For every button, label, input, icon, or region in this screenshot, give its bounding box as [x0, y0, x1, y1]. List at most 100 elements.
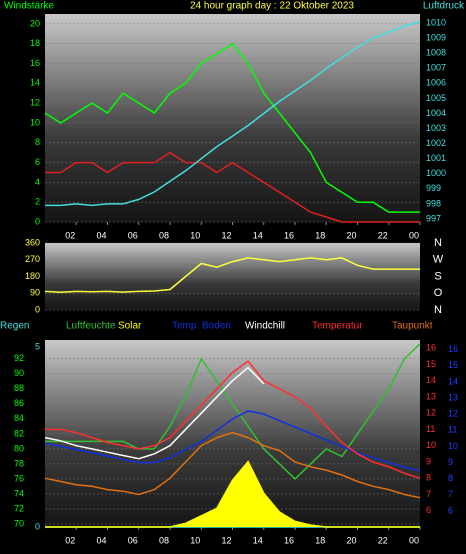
- y-tick-label: 70: [14, 518, 24, 528]
- legend-label: Taupunkt: [392, 321, 433, 332]
- x-tick-label: 22: [378, 230, 388, 240]
- series-line: [44, 410, 421, 472]
- y-tick-label: 1010: [426, 17, 446, 27]
- y-tick-label: 12: [426, 408, 436, 418]
- y-tick-label: 13: [426, 391, 436, 401]
- y-tick-label: 360: [25, 237, 40, 247]
- y-tick-label: 6: [426, 505, 431, 515]
- x-tick-label: 00: [409, 535, 419, 545]
- y-tick-label: 20: [30, 18, 40, 28]
- y-tick-label: 6: [448, 505, 453, 515]
- compass-label: S: [434, 270, 441, 282]
- y-tick-label: 1000: [426, 168, 446, 178]
- y-tick-label: 5: [35, 342, 40, 352]
- y-tick-label: 92: [14, 353, 24, 363]
- y-tick-label: 82: [14, 428, 24, 438]
- y-tick-label: 4: [35, 177, 40, 187]
- y-tick-label: 997: [426, 213, 441, 223]
- x-tick-label: 16: [284, 535, 294, 545]
- y-tick-label: 1001: [426, 153, 446, 163]
- x-tick-label: 14: [253, 230, 263, 240]
- y-tick-label: 13: [448, 392, 458, 402]
- y-tick-label: 10: [448, 441, 458, 451]
- chart-title: 24 hour graph day : 22 Oktober 2023: [190, 1, 354, 12]
- y-tick-label: 14: [448, 376, 458, 386]
- y-tick-label: 88: [14, 383, 24, 393]
- y-tick-label: 7: [426, 489, 431, 499]
- x-tick-label: 14: [253, 535, 263, 545]
- y-tick-label: 8: [426, 473, 431, 483]
- y-tick-label: 90: [14, 368, 24, 378]
- x-tick-label: 12: [221, 535, 231, 545]
- y-tick-label: 76: [14, 473, 24, 483]
- y-tick-label: 12: [448, 409, 458, 419]
- y-tick-label: 180: [25, 271, 40, 281]
- y-tick-label: 11: [448, 425, 457, 435]
- y-tick-label: 9: [448, 457, 453, 467]
- series-line: [44, 431, 421, 499]
- y-tick-label: 14: [426, 375, 436, 385]
- y-tick-label: 10: [426, 440, 436, 450]
- x-tick-label: 16: [284, 230, 294, 240]
- y-tick-label: 8: [35, 137, 40, 147]
- x-tick-label: 06: [128, 230, 138, 240]
- legend-label: Temperatur: [312, 321, 363, 332]
- series-line: [45, 151, 420, 223]
- x-tick-label: 12: [221, 230, 231, 240]
- x-tick-label: 02: [65, 230, 75, 240]
- y-tick-label: 10: [30, 117, 40, 127]
- x-tick-label: 04: [96, 535, 106, 545]
- y-tick-label: 16: [30, 58, 40, 68]
- series-line: [45, 360, 421, 479]
- x-tick-label: 20: [346, 230, 356, 240]
- x-tick-label: 18: [315, 535, 325, 545]
- y-tick-label: 16: [426, 343, 436, 353]
- compass-label: W: [433, 254, 444, 266]
- x-tick-label: 08: [159, 230, 169, 240]
- y-tick-label: 74: [14, 488, 24, 498]
- y-tick-label: 270: [25, 254, 40, 264]
- pressure-label: Luftdruck: [423, 1, 465, 12]
- y-tick-label: 1008: [426, 48, 446, 58]
- plot-area: [45, 14, 420, 222]
- series-line: [44, 366, 265, 460]
- y-tick-label: 72: [14, 503, 24, 513]
- y-tick-label: 1003: [426, 123, 446, 133]
- series-line: [44, 257, 420, 294]
- y-tick-label: 6: [35, 157, 40, 167]
- legend-label: Solar: [118, 321, 142, 332]
- y-tick-label: 1007: [426, 63, 446, 73]
- compass-label: O: [434, 287, 443, 299]
- series-area: [45, 460, 420, 528]
- y-tick-label: 11: [426, 424, 435, 434]
- y-tick-label: 14: [30, 78, 40, 88]
- legend-label: Luftfeuchte: [66, 321, 116, 332]
- y-tick-label: 78: [14, 458, 24, 468]
- y-tick-label: 7: [448, 489, 453, 499]
- x-tick-label: 20: [346, 535, 356, 545]
- compass-label: N: [434, 237, 442, 249]
- y-tick-label: 0: [35, 216, 40, 226]
- y-tick-label: 2: [35, 197, 40, 207]
- x-tick-label: 18: [315, 230, 325, 240]
- y-tick-label: 80: [14, 443, 24, 453]
- y-tick-label: 12: [30, 98, 40, 108]
- y-tick-label: 86: [14, 398, 24, 408]
- y-tick-label: 999: [426, 183, 441, 193]
- y-tick-label: 9: [426, 456, 431, 466]
- y-tick-label: 1005: [426, 93, 446, 103]
- x-tick-label: 10: [190, 230, 200, 240]
- wind-speed-label: Windstärke: [4, 1, 54, 12]
- y-tick-label: 0: [35, 304, 40, 314]
- x-tick-label: 22: [378, 535, 388, 545]
- x-tick-label: 08: [159, 535, 169, 545]
- legend-label: Temp. Boden: [172, 321, 231, 332]
- y-tick-label: 90: [30, 288, 40, 298]
- y-tick-label: 1004: [426, 108, 446, 118]
- y-tick-label: 1009: [426, 32, 446, 42]
- y-tick-label: 16: [448, 344, 458, 354]
- x-tick-label: 02: [65, 535, 75, 545]
- legend-label: Windchill: [245, 321, 285, 332]
- y-tick-label: 8: [448, 473, 453, 483]
